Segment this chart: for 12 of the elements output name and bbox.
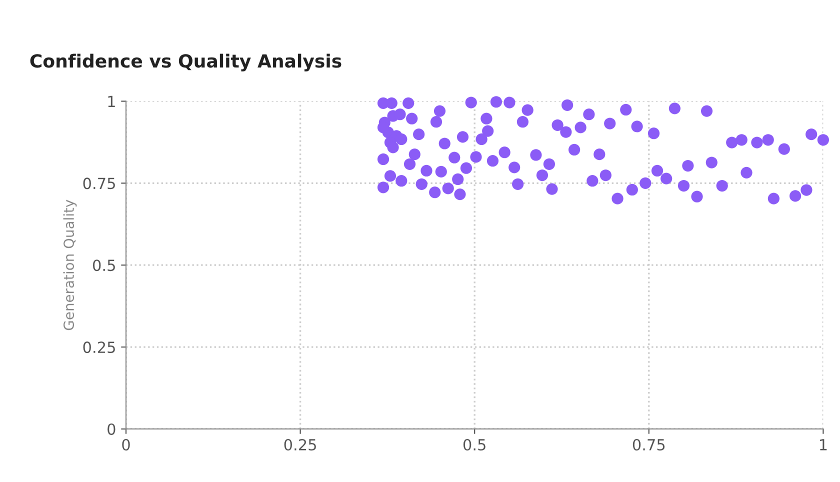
y-tick-label: 0.5 [92, 260, 115, 272]
x-tick-label: 0 [122, 438, 130, 451]
x-tick-label: 0.75 [632, 438, 665, 451]
x-tick-label: 0.5 [463, 438, 486, 451]
y-tick-label: 0 [108, 423, 116, 435]
y-tick-label: 0.25 [83, 342, 115, 354]
x-tick-label: 0.25 [284, 438, 316, 451]
y-tick-label: 1 [108, 96, 115, 108]
y-tick-label: 0.75 [83, 178, 115, 190]
chart-title: Confidence vs Quality Analysis [30, 54, 342, 72]
x-tick-label: 1 [820, 439, 827, 450]
y-axis-title: Generation Quality [63, 200, 77, 330]
